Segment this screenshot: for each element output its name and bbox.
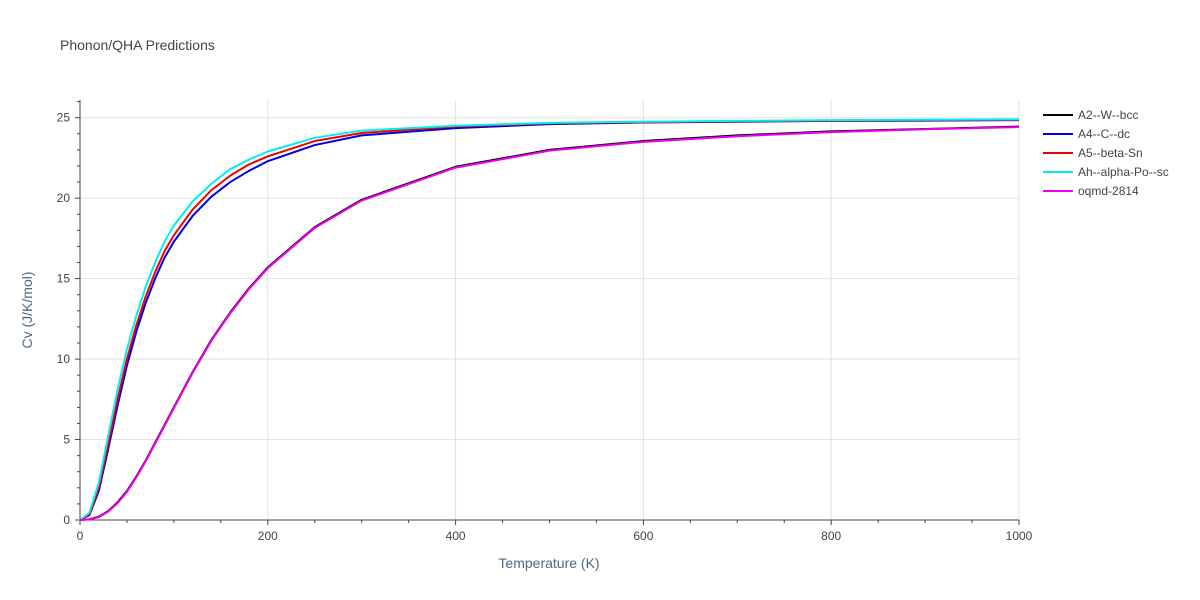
legend-item[interactable]: oqmd-2814 [1043, 184, 1139, 198]
series-line-ah-alpha-po-sc [79, 118, 1020, 521]
series-line-a2-w-bcc [79, 125, 1020, 521]
legend-label: A2--W--bcc [1078, 108, 1138, 122]
y-ticks: 0 5 10 15 20 25 [57, 101, 80, 527]
legend[interactable]: A2--W--bcc A4--C--dc A5--beta-Sn Ah--alpha-… [1043, 108, 1169, 198]
y-tick-label: 0 [63, 513, 70, 527]
y-axis-title: Cv (J/K/mol) [19, 272, 35, 349]
x-ticks: 0 200 400 600 800 1000 [77, 520, 1033, 543]
y-tick-label: 25 [57, 111, 71, 125]
axes [79, 100, 1019, 521]
legend-item[interactable]: Ah--alpha-Po--sc [1043, 165, 1169, 179]
x-tick-label: 600 [633, 529, 653, 543]
legend-label: Ah--alpha-Po--sc [1078, 165, 1169, 179]
x-tick-label: 200 [258, 529, 278, 543]
series-line-a5-beta-sn [79, 118, 1020, 521]
legend-item[interactable]: A5--beta-Sn [1043, 146, 1143, 160]
chart-title: Phonon/QHA Predictions [60, 37, 215, 53]
legend-item[interactable]: A4--C--dc [1043, 127, 1130, 141]
x-tick-label: 1000 [1006, 529, 1033, 543]
legend-item[interactable]: A2--W--bcc [1043, 108, 1138, 122]
series-lines [79, 118, 1020, 521]
series-line-oqmd-2814 [79, 126, 1020, 521]
x-tick-label: 0 [77, 529, 84, 543]
y-tick-label: 15 [57, 272, 71, 286]
x-axis-title: Temperature (K) [498, 555, 599, 571]
legend-label: oqmd-2814 [1078, 184, 1139, 198]
x-tick-label: 400 [446, 529, 466, 543]
legend-label: A4--C--dc [1078, 127, 1130, 141]
x-tick-label: 800 [821, 529, 841, 543]
series-line-a4-c-dc [79, 119, 1020, 521]
y-tick-label: 20 [57, 191, 71, 205]
legend-label: A5--beta-Sn [1078, 146, 1143, 160]
grid [80, 100, 1020, 520]
y-tick-label: 10 [57, 352, 71, 366]
y-tick-label: 5 [63, 433, 70, 447]
